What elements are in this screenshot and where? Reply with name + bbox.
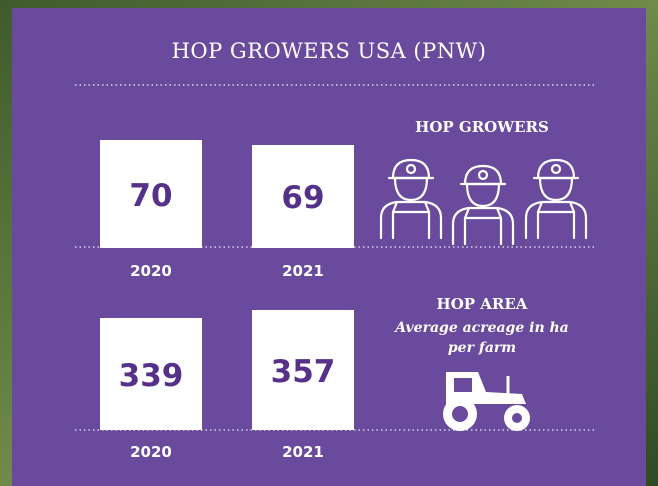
section-subheading: Average acreage in ha [393, 320, 569, 336]
title: HOP GROWERS USA (PNW) [172, 39, 487, 63]
value: 357 [271, 354, 336, 390]
value: 69 [281, 180, 324, 216]
year: 2021 [282, 443, 324, 461]
section-subheading: per farm [448, 340, 516, 356]
page: {"title": "HOP GROWERS USA (PNW)", "sect… [0, 0, 658, 486]
year: 2020 [130, 443, 172, 461]
section-heading: HOP AREA [437, 295, 528, 313]
value: 70 [129, 178, 172, 214]
year: 2021 [282, 262, 324, 280]
section-heading: HOP GROWERS [415, 118, 549, 136]
value: 339 [119, 358, 184, 394]
year: 2020 [130, 262, 172, 280]
infographic: HOP GROWERS USA (PNW) HOP GROWERS 70 69 … [0, 0, 658, 486]
